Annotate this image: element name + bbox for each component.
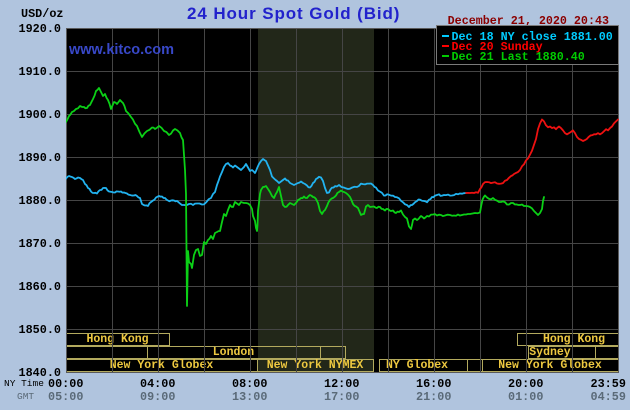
svg-text:Hong Kong: Hong Kong — [543, 333, 605, 346]
svg-text:New York NYMEX: New York NYMEX — [267, 359, 364, 372]
svg-text:NY Globex: NY Globex — [386, 359, 448, 372]
svg-text:Hong Kong: Hong Kong — [86, 333, 148, 346]
svg-text:London: London — [213, 346, 255, 359]
svg-text:New York Globex: New York Globex — [498, 359, 602, 372]
svg-text:www.kitco.com: www.kitco.com — [68, 42, 174, 58]
svg-text:Sydney: Sydney — [529, 346, 571, 359]
svg-text:New York Globex: New York Globex — [110, 359, 214, 372]
